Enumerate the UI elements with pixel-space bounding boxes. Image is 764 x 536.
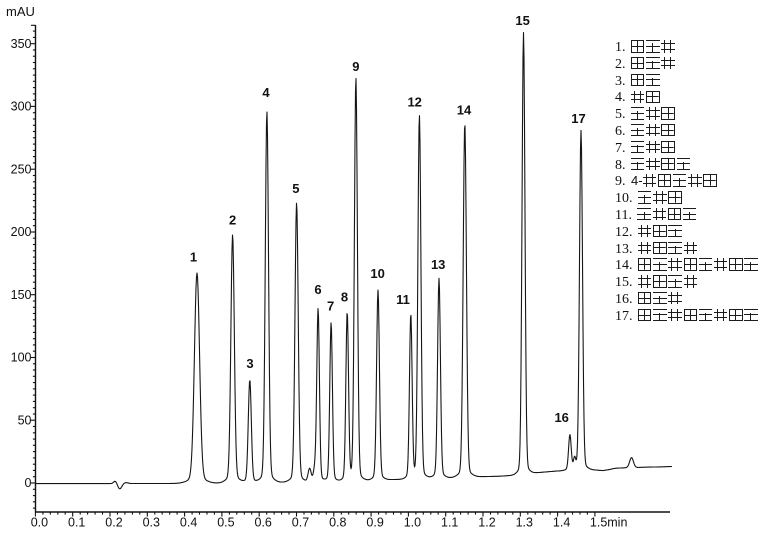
svg-text:0: 0 <box>25 476 32 490</box>
svg-text:4: 4 <box>262 85 270 100</box>
svg-text:9: 9 <box>352 59 359 74</box>
svg-text:100: 100 <box>11 351 32 365</box>
svg-text:0.7: 0.7 <box>292 516 309 530</box>
svg-text:250: 250 <box>11 162 32 176</box>
svg-text:0.6: 0.6 <box>255 516 272 530</box>
svg-text:13: 13 <box>431 257 445 272</box>
svg-text:0.0: 0.0 <box>31 516 48 530</box>
svg-text:0.8: 0.8 <box>329 516 346 530</box>
svg-text:11: 11 <box>396 292 410 307</box>
svg-text:350: 350 <box>11 37 32 51</box>
svg-text:1.5min: 1.5min <box>590 516 628 530</box>
svg-text:300: 300 <box>11 100 32 114</box>
svg-text:2: 2 <box>229 213 236 228</box>
svg-text:8: 8 <box>341 290 348 305</box>
svg-text:1.2: 1.2 <box>478 516 495 530</box>
svg-text:1.1: 1.1 <box>441 516 458 530</box>
svg-text:17: 17 <box>571 111 585 126</box>
svg-text:0.5: 0.5 <box>217 516 234 530</box>
svg-text:14: 14 <box>457 102 472 117</box>
svg-text:1.4: 1.4 <box>553 516 570 530</box>
svg-text:12: 12 <box>407 95 421 110</box>
svg-text:7: 7 <box>327 299 334 314</box>
svg-text:1.3: 1.3 <box>516 516 533 530</box>
svg-text:50: 50 <box>18 413 32 427</box>
svg-text:150: 150 <box>11 288 32 302</box>
svg-text:16: 16 <box>554 410 568 425</box>
svg-text:0.4: 0.4 <box>180 516 197 530</box>
svg-text:0.9: 0.9 <box>366 516 383 530</box>
svg-text:200: 200 <box>11 225 32 239</box>
svg-text:3: 3 <box>246 356 253 371</box>
svg-text:0.3: 0.3 <box>143 516 160 530</box>
svg-text:0.2: 0.2 <box>105 516 122 530</box>
svg-text:1: 1 <box>190 250 197 265</box>
svg-text:15: 15 <box>515 13 529 28</box>
svg-text:0.1: 0.1 <box>68 516 85 530</box>
svg-text:1.0: 1.0 <box>404 516 421 530</box>
svg-text:6: 6 <box>314 282 321 297</box>
svg-text:10: 10 <box>370 266 384 281</box>
svg-text:5: 5 <box>292 181 299 196</box>
